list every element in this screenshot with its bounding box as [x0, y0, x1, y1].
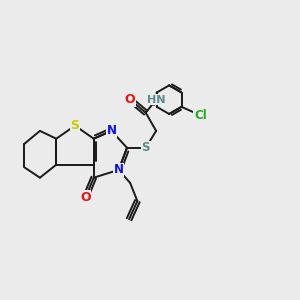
Text: HN: HN [147, 95, 165, 105]
Text: O: O [80, 191, 91, 204]
Text: S: S [70, 119, 80, 132]
Text: O: O [125, 93, 135, 106]
Text: N: N [114, 164, 124, 176]
Text: S: S [142, 141, 150, 154]
Text: N: N [106, 124, 116, 137]
Text: Cl: Cl [194, 109, 207, 122]
